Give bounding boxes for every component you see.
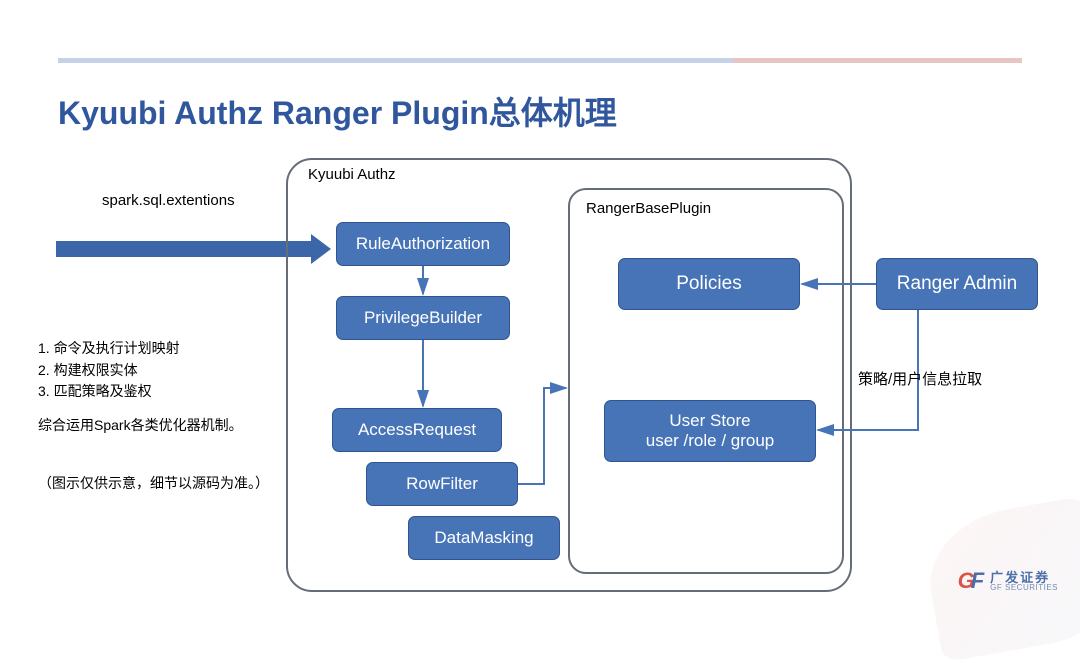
ranger-base-plugin-label: RangerBasePlugin: [586, 200, 711, 217]
top-bar-left: [58, 58, 733, 63]
node-ranger-admin: Ranger Admin: [876, 258, 1038, 310]
node-row-filter: RowFilter: [366, 462, 518, 506]
ranger-base-plugin-box: [568, 188, 844, 574]
user-store-line1: User Store: [646, 411, 775, 431]
node-user-store: User Store user /role / group: [604, 400, 816, 462]
node-rule-authorization: RuleAuthorization: [336, 222, 510, 266]
extension-label: spark.sql.extentions: [102, 192, 235, 209]
top-bar-right: [733, 58, 1022, 63]
logo-mark: G: [958, 568, 985, 594]
top-accent-bar: [58, 58, 1022, 63]
note-item-3: 3. 匹配策略及鉴权: [38, 381, 269, 403]
node-policies: Policies: [618, 258, 800, 310]
logo-en: GF SECURITIES: [990, 584, 1058, 592]
notes-footnote: （图示仅供示意，细节以源码为准。）: [38, 473, 269, 495]
node-access-request: AccessRequest: [332, 408, 502, 452]
node-data-masking: DataMasking: [408, 516, 560, 560]
note-item-1: 1. 命令及执行计划映射: [38, 338, 269, 360]
notes-block: 1. 命令及执行计划映射 2. 构建权限实体 3. 匹配策略及鉴权 综合运用Sp…: [38, 338, 269, 494]
notes-summary: 综合运用Spark各类优化器机制。: [38, 415, 269, 437]
user-store-line2: user /role / group: [646, 431, 775, 451]
logo-cn: 广发证券: [990, 571, 1058, 584]
note-item-2: 2. 构建权限实体: [38, 360, 269, 382]
side-label-fetch: 策略/用户信息拉取: [858, 368, 982, 389]
company-logo: G 广发证券 GF SECURITIES: [958, 568, 1058, 594]
kyuubi-authz-label: Kyuubi Authz: [308, 166, 396, 183]
node-privilege-builder: PrivilegeBuilder: [336, 296, 510, 340]
page-title: Kyuubi Authz Ranger Plugin总体机理: [58, 88, 617, 134]
